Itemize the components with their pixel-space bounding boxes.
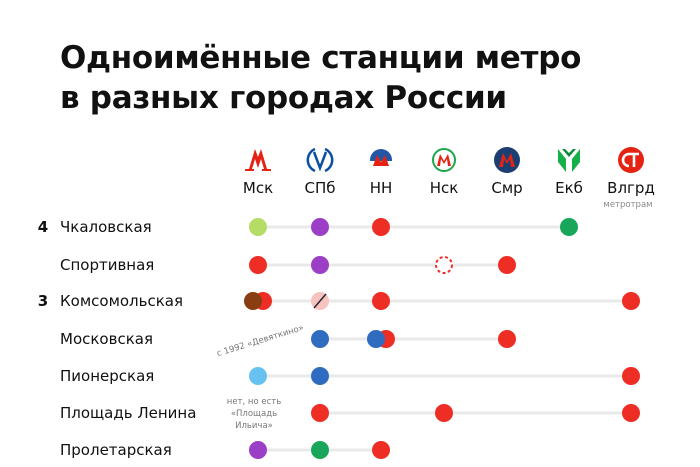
row-count-2: 3 xyxy=(38,292,48,310)
station-dot-r4-c1 xyxy=(311,367,329,385)
station-name-4: Пионерская xyxy=(60,367,154,385)
spb-metro-logo xyxy=(306,147,334,173)
city-label-6: Влгрд xyxy=(607,179,655,197)
spb-right-arc xyxy=(324,147,334,173)
nn-m-shape xyxy=(373,155,389,166)
annotation-ilyicha-line-2: Ильича» xyxy=(235,421,273,431)
station-dot-r2-c6 xyxy=(622,292,640,310)
spb-v-shape xyxy=(312,151,328,172)
station-dot-r5-c1 xyxy=(311,404,329,422)
station-dot-r5-c3 xyxy=(435,404,453,422)
samara-circle xyxy=(494,147,520,173)
spb-left-arc xyxy=(306,147,316,173)
nsk-m-shape xyxy=(437,154,451,166)
station-dot-r1-c4 xyxy=(498,256,516,274)
station-dot-r1-c0 xyxy=(249,256,267,274)
ekb-metro-logo xyxy=(558,149,580,172)
station-dot-r0-c1 xyxy=(311,218,329,236)
station-dot-r6-c2 xyxy=(372,441,390,459)
station-dot-r2-c1-strike xyxy=(313,293,327,309)
station-name-5: Площадь Ленина xyxy=(60,404,196,422)
row-count-0: 4 xyxy=(38,218,48,236)
nsk-metro-logo xyxy=(432,148,456,172)
station-dot-r1-c3 xyxy=(435,256,453,274)
station-dot-r3-c2-a xyxy=(367,330,385,348)
station-dot-r2-c2 xyxy=(372,292,390,310)
station-name-0: Чкаловская xyxy=(60,218,152,236)
volgograd-metrotram-logo xyxy=(618,147,644,173)
samara-m-shape xyxy=(499,153,515,167)
title-line-1: Одноимённые станции метро xyxy=(60,40,582,76)
station-dot-r3-c4 xyxy=(498,330,516,348)
station-name-3: Московская xyxy=(60,330,153,348)
station-dot-r1-c1 xyxy=(311,256,329,274)
annotation-ilyicha-line-0: нет, но есть xyxy=(227,397,281,407)
annotation-devyatkino: с 1992 «Девяткино» xyxy=(216,323,305,359)
station-dot-r0-c2 xyxy=(372,218,390,236)
station-dot-r0-c5 xyxy=(560,218,578,236)
moscow-metro-logo xyxy=(245,149,271,171)
title-line-2: в разных городах России xyxy=(60,80,507,116)
city-label-4: Смр xyxy=(491,179,522,197)
city-label-5: Екб xyxy=(555,179,583,197)
city-label-0: Мск xyxy=(243,179,273,197)
nsk-green-ring xyxy=(432,148,456,172)
city-label-1: СПб xyxy=(304,179,335,197)
volgograd-t-shape xyxy=(628,152,639,167)
station-dot-r6-c0 xyxy=(249,441,267,459)
station-dot-r6-c1 xyxy=(311,441,329,459)
ekb-left-part xyxy=(558,149,566,172)
station-dot-r3-c1 xyxy=(311,330,329,348)
station-name-1: Спортивная xyxy=(60,256,154,274)
nn-metro-logo xyxy=(370,149,392,172)
city-label-2: НН xyxy=(370,179,393,197)
city-label-3: Нск xyxy=(430,179,459,197)
ekb-top-part xyxy=(562,149,576,157)
station-dot-r2-c0-a xyxy=(244,292,262,310)
chart-title: Одноимённые станции метро в разных город… xyxy=(60,38,660,118)
station-dot-r4-c6 xyxy=(622,367,640,385)
station-name-2: Комсомольская xyxy=(60,292,183,310)
station-dot-r4-c0 xyxy=(249,367,267,385)
annotation-ilyicha-line-1: «Площадь xyxy=(231,409,277,419)
ekb-right-part xyxy=(572,149,580,172)
city-sublabel-6: метротрам xyxy=(603,200,652,210)
station-name-6: Пролетарская xyxy=(60,441,172,459)
moscow-m-shape xyxy=(245,149,271,171)
station-dot-r0-c0 xyxy=(249,218,267,236)
volgograd-c-shape xyxy=(621,152,630,168)
samara-metro-logo xyxy=(494,147,520,173)
station-dot-r5-c6 xyxy=(622,404,640,422)
